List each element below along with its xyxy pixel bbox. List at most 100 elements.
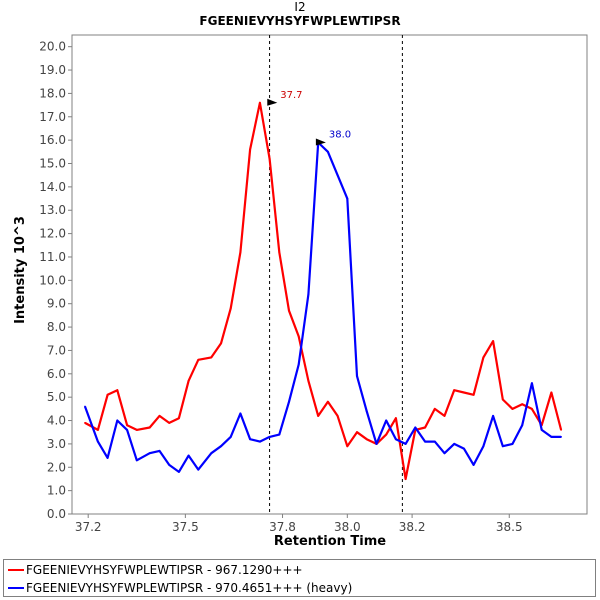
y-axis-label: Intensity 10^3: [13, 216, 28, 324]
data-point: [501, 398, 504, 401]
y-tick-label: 6.0: [47, 367, 66, 381]
data-point: [158, 450, 161, 452]
data-point: [288, 400, 290, 403]
data-point: [492, 340, 494, 342]
y-tick-label: 1.0: [47, 484, 66, 498]
data-point: [126, 424, 128, 427]
data-point: [148, 426, 151, 429]
x-tick-label: 38.0: [334, 520, 361, 534]
x-tick-label: 37.8: [269, 520, 296, 534]
y-tick-label: 13.0: [39, 203, 66, 217]
data-point: [307, 379, 310, 382]
data-point: [197, 358, 200, 361]
x-tick-label: 37.5: [172, 520, 199, 534]
data-point: [158, 415, 161, 417]
data-point: [365, 410, 368, 413]
data-point: [395, 438, 397, 441]
data-point: [187, 379, 190, 382]
data-point: [424, 426, 426, 429]
peak-label: 38.0: [329, 129, 351, 140]
data-point: [187, 454, 190, 457]
y-tick-label: 9.0: [47, 297, 66, 311]
data-point: [135, 429, 138, 431]
data-point: [560, 436, 562, 438]
data-point: [365, 438, 368, 441]
chart-title: I2: [294, 0, 305, 14]
data-point: [210, 452, 213, 455]
data-point: [297, 363, 300, 366]
data-point: [168, 422, 171, 424]
y-tick-label: 11.0: [39, 250, 66, 264]
data-point: [220, 445, 222, 448]
y-tick-label: 3.0: [47, 437, 66, 451]
data-point: [327, 150, 329, 153]
data-point: [249, 148, 252, 151]
legend-swatch-heavy: [8, 587, 24, 589]
data-point: [501, 445, 504, 448]
y-tick-label: 20.0: [39, 40, 66, 54]
peak-marker-icon: [315, 138, 326, 146]
data-point: [472, 464, 475, 466]
data-point: [126, 429, 128, 431]
data-point: [210, 356, 213, 359]
data-point: [531, 408, 533, 410]
data-point: [327, 400, 329, 403]
y-tick-label: 16.0: [39, 133, 66, 147]
data-point: [220, 342, 222, 345]
data-point: [404, 478, 407, 480]
data-point: [453, 443, 456, 445]
data-point: [424, 440, 426, 443]
data-point: [550, 436, 553, 438]
x-tick-label: 38.2: [399, 520, 426, 534]
data-point: [297, 335, 300, 338]
data-point: [511, 408, 514, 410]
data-point: [278, 251, 281, 254]
data-point: [346, 197, 349, 200]
data-point: [317, 415, 320, 417]
y-tick-label: 4.0: [47, 414, 66, 428]
y-tick-label: 10.0: [39, 273, 66, 287]
data-point: [288, 309, 290, 312]
data-point: [84, 405, 86, 408]
data-point: [178, 471, 180, 473]
data-point: [395, 417, 397, 420]
data-point: [346, 445, 349, 448]
data-point: [84, 422, 86, 424]
data-point: [307, 293, 310, 296]
data-point: [414, 426, 417, 429]
data-point: [482, 445, 485, 448]
data-point: [106, 393, 109, 396]
data-point: [511, 443, 514, 445]
x-tick-label: 37.2: [75, 520, 102, 534]
data-point: [443, 452, 446, 455]
data-point: [168, 464, 171, 466]
legend-label-heavy: FGEENIEVYHSYFWPLEWTIPSR - 970.4651+++ (h…: [26, 581, 353, 595]
y-tick-label: 18.0: [39, 86, 66, 100]
data-point: [482, 356, 485, 359]
legend-item-light: FGEENIEVYHSYFWPLEWTIPSR - 967.1290+++: [4, 561, 303, 579]
y-tick-label: 7.0: [47, 343, 66, 357]
data-point: [249, 438, 252, 441]
legend-item-heavy: FGEENIEVYHSYFWPLEWTIPSR - 970.4651+++ (h…: [4, 579, 352, 597]
x-axis-label: Retention Time: [274, 534, 386, 549]
data-point: [356, 375, 358, 377]
data-point: [375, 443, 378, 445]
data-point: [106, 457, 109, 459]
y-tick-label: 19.0: [39, 63, 66, 77]
data-point: [453, 389, 456, 392]
data-point: [268, 157, 271, 160]
y-tick-label: 8.0: [47, 320, 66, 334]
legend-swatch-light: [8, 569, 24, 571]
y-tick-label: 12.0: [39, 227, 66, 241]
data-point: [178, 417, 180, 420]
data-point: [116, 389, 119, 392]
legend-label-light: FGEENIEVYHSYFWPLEWTIPSR - 967.1290+++: [26, 563, 303, 577]
y-tick-label: 17.0: [39, 110, 66, 124]
data-point: [116, 419, 119, 422]
data-point: [540, 429, 543, 431]
chart-subtitle: FGEENIEVYHSYFWPLEWTIPSR: [199, 14, 400, 28]
data-point: [404, 443, 407, 445]
data-point: [239, 412, 242, 415]
plot-area: [71, 34, 588, 515]
